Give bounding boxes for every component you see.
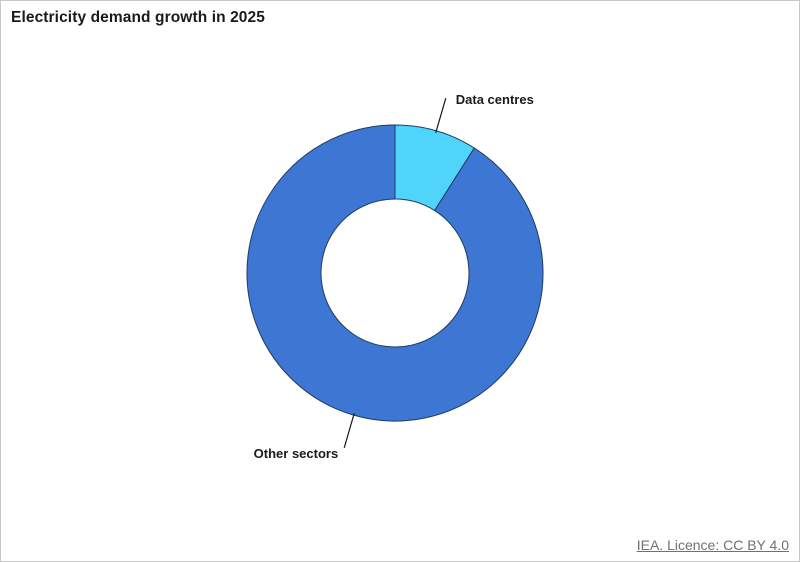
chart-title: Electricity demand growth in 2025 <box>11 9 265 26</box>
slice-other-sectors[interactable] <box>246 124 544 422</box>
leader-line-data-centres <box>435 98 447 133</box>
licence-link[interactable]: IEA. Licence: CC BY 4.0 <box>636 537 789 553</box>
label-data-centres: Data centres <box>456 92 534 107</box>
leader-line-other-sectors <box>343 413 355 448</box>
label-other-sectors: Other sectors <box>254 446 339 461</box>
